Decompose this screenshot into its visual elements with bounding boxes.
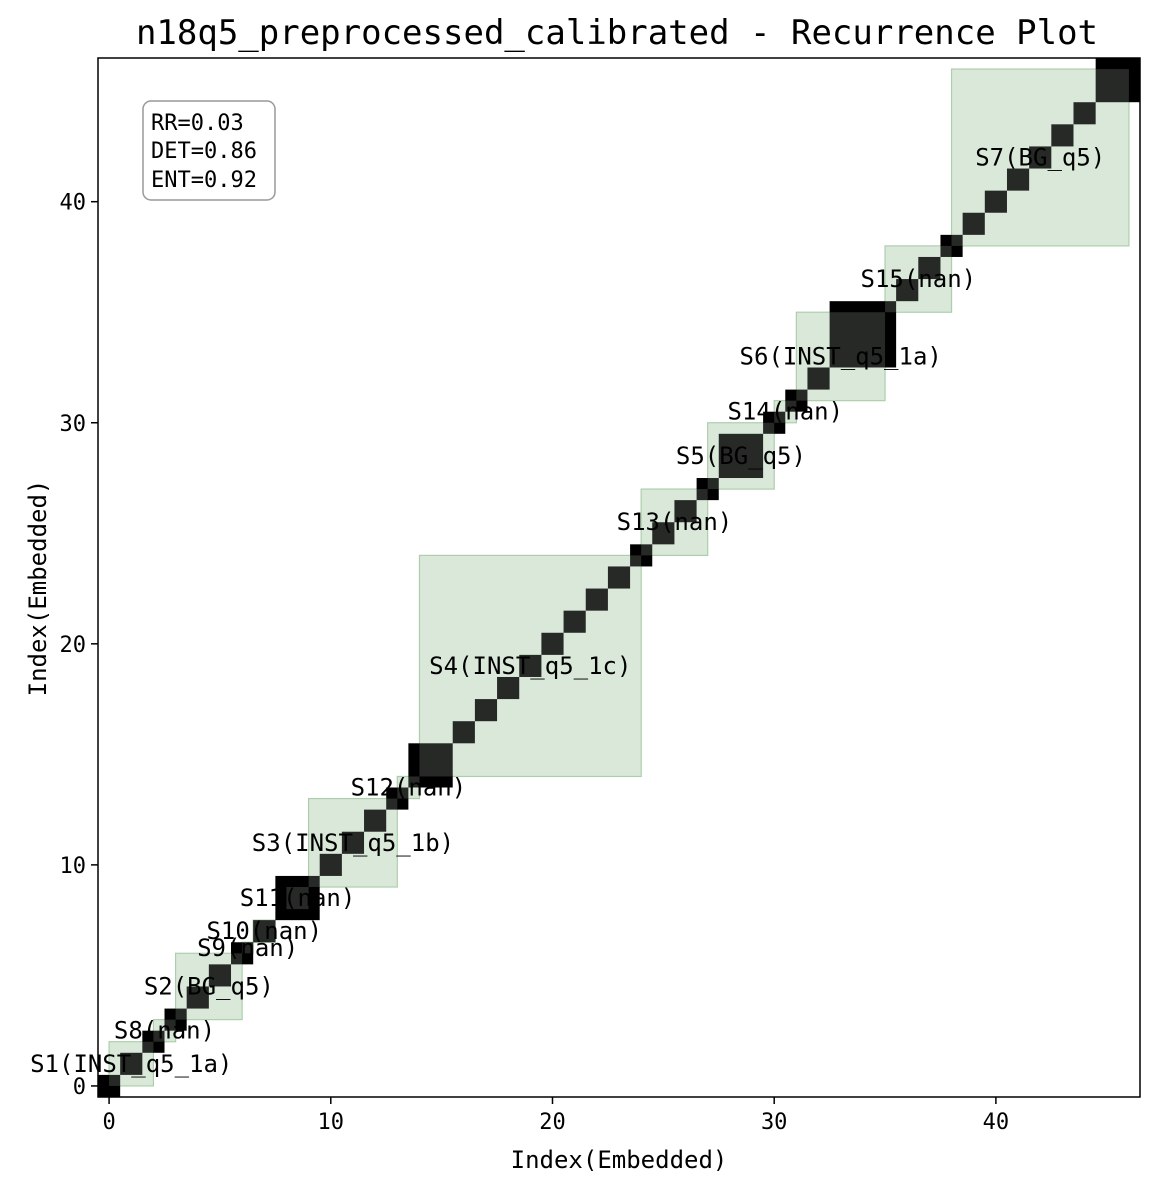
segment-label: S4(INST_q5_1c) bbox=[429, 652, 631, 680]
segment-tint bbox=[707, 422, 775, 490]
segment-label: S3(INST_q5_1b) bbox=[252, 829, 454, 857]
recurrence-block bbox=[208, 964, 232, 987]
segment-tint bbox=[153, 1019, 176, 1042]
x-tick-label: 30 bbox=[761, 1110, 788, 1135]
recurrence-block bbox=[1029, 146, 1052, 169]
segment-tint bbox=[308, 798, 398, 887]
segment-label: S15(nan) bbox=[861, 265, 977, 293]
segment-tint bbox=[109, 1041, 154, 1086]
segment-label: S13(nan) bbox=[617, 508, 733, 536]
recurrence-block bbox=[984, 190, 1007, 213]
recurrence-block bbox=[896, 279, 919, 302]
recurrence-block bbox=[98, 1074, 121, 1097]
segment-label: S1(INST_q5_1a) bbox=[30, 1050, 232, 1078]
x-axis-label: Index(Embedded) bbox=[511, 1146, 728, 1174]
recurrence-matrix bbox=[98, 58, 1140, 1097]
recurrence-block bbox=[408, 743, 453, 788]
recurrence-block bbox=[474, 699, 498, 722]
stats-box: RR=0.03 DET=0.86 ENT=0.92 bbox=[142, 100, 276, 201]
segment-tint bbox=[951, 69, 1129, 246]
segment-labels: S1(INST_q5_1a) S8(nan) S2(BG_q5) S9(nan)S10… bbox=[30, 143, 1105, 1077]
segment-label: S11(nan) bbox=[240, 884, 356, 912]
segment-label: S8(nan) bbox=[114, 1017, 215, 1045]
y-tick-label: 0 bbox=[73, 1075, 86, 1100]
recurrence-block bbox=[1095, 58, 1140, 103]
segment-tint bbox=[397, 776, 420, 799]
segment-tint bbox=[641, 489, 708, 556]
x-tick-label: 20 bbox=[539, 1110, 566, 1135]
recurrence-block bbox=[918, 256, 941, 280]
recurrence-block bbox=[940, 234, 963, 257]
y-tick-label: 30 bbox=[60, 412, 87, 437]
recurrence-block bbox=[541, 632, 564, 655]
stats-ent: ENT=0.92 bbox=[151, 168, 257, 193]
segment-tint bbox=[419, 555, 642, 777]
recurrence-block bbox=[630, 544, 653, 567]
segment-tint bbox=[253, 920, 276, 943]
recurrence-block bbox=[763, 411, 786, 434]
recurrence-block bbox=[452, 721, 475, 744]
recurrence-block bbox=[962, 212, 985, 235]
segment-tint bbox=[796, 312, 886, 401]
recurrence-block bbox=[1006, 168, 1030, 191]
recurrence-block bbox=[253, 920, 276, 943]
segment-tint bbox=[242, 942, 254, 954]
segment-label: S7(BG_q5) bbox=[975, 143, 1105, 171]
x-tick-label: 40 bbox=[983, 1110, 1010, 1135]
recurrence-block bbox=[386, 787, 409, 810]
recurrence-block bbox=[807, 367, 830, 390]
stats-box-frame bbox=[142, 100, 276, 201]
plot-area-frame bbox=[97, 57, 1141, 1098]
segment-label: S2(BG_q5) bbox=[144, 972, 274, 1000]
y-tick-label: 20 bbox=[60, 633, 87, 658]
recurrence-block bbox=[785, 389, 808, 412]
recurrence-block bbox=[275, 875, 320, 921]
segment-tint bbox=[175, 953, 243, 1020]
recurrence-block bbox=[607, 566, 631, 589]
segment-label: S9(nan) bbox=[197, 934, 298, 962]
recurrence-block bbox=[164, 1008, 187, 1031]
segment-label: S14(nan) bbox=[727, 398, 843, 426]
recurrence-block bbox=[186, 986, 209, 1009]
segment-label: S6(INST_q5_1a) bbox=[740, 342, 942, 370]
recurrence-block bbox=[674, 500, 697, 523]
recurrence-block bbox=[341, 831, 365, 854]
segment-tint bbox=[774, 400, 797, 423]
recurrence-block bbox=[696, 478, 719, 501]
recurrence-block bbox=[652, 522, 675, 545]
recurrence-block bbox=[718, 433, 764, 479]
axis-ticks: 0 10 20 30 40 0 10 20 30 40 bbox=[60, 191, 1010, 1135]
segment-label: S5(BG_q5) bbox=[676, 442, 806, 470]
stats-det: DET=0.86 bbox=[151, 139, 257, 164]
y-axis-label: Index(Embedded) bbox=[24, 480, 52, 697]
recurrence-block bbox=[1073, 102, 1096, 125]
recurrence-block bbox=[497, 676, 520, 700]
recurrence-block bbox=[585, 588, 608, 611]
recurrence-block bbox=[829, 301, 897, 368]
stats-rr: RR=0.03 bbox=[151, 111, 244, 136]
y-tick-label: 40 bbox=[60, 191, 87, 216]
recurrence-block bbox=[142, 1030, 165, 1053]
recurrence-block bbox=[231, 942, 254, 965]
segment-label: S12(nan) bbox=[351, 774, 467, 802]
recurrence-block bbox=[319, 853, 342, 876]
segment-tint bbox=[885, 245, 952, 313]
segment-tint bbox=[286, 886, 309, 910]
recurrence-block bbox=[364, 809, 387, 832]
segment-label: S10(nan) bbox=[206, 917, 322, 945]
recurrence-block bbox=[120, 1052, 143, 1075]
y-tick-label: 10 bbox=[60, 854, 87, 879]
chart-title: n18q5_preprocessed_calibrated - Recurren… bbox=[136, 13, 1098, 53]
x-tick-label: 0 bbox=[102, 1110, 115, 1135]
recurrence-block bbox=[519, 654, 542, 677]
recurrence-block bbox=[563, 610, 586, 633]
recurrence-block bbox=[1051, 124, 1074, 147]
x-tick-label: 10 bbox=[318, 1110, 345, 1135]
